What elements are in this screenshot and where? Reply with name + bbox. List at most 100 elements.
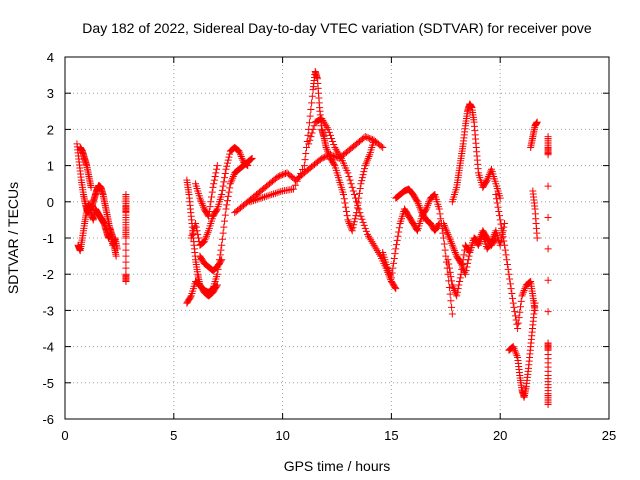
series-arc-b [74,200,121,255]
data-point [328,134,336,142]
data-point [359,171,367,179]
data-point [266,191,274,199]
data-point [373,247,381,255]
data-point [357,180,365,188]
data-point [458,265,466,273]
series-arc-t [527,118,541,151]
data-point [391,283,399,291]
data-point [504,265,512,273]
data-point [122,264,130,272]
data-point [259,194,267,202]
data-point [202,234,210,242]
data-points [73,67,552,409]
data-point [451,248,459,256]
data-point [387,274,395,282]
data-point [307,105,315,113]
data-point [122,252,130,260]
data-point [544,151,552,159]
data-point [445,260,453,268]
data-point [235,147,243,155]
data-point [213,281,221,289]
y-tick-label: -1 [42,231,54,246]
data-point [452,250,460,258]
data-point [443,229,451,237]
data-point [447,297,455,305]
data-point [416,203,424,211]
data-point [363,158,371,166]
data-point [448,277,456,285]
data-point [361,162,369,170]
data-point [305,140,313,148]
data-point [303,144,311,151]
data-point [186,293,194,301]
data-point [413,197,421,205]
data-point [319,116,327,124]
data-point [223,162,231,170]
data-point [322,144,330,151]
data-point [325,151,333,159]
data-point [318,154,326,162]
data-point [365,232,373,240]
data-point [310,122,318,130]
series-arc-n [392,185,443,235]
data-point [508,290,516,298]
data-point [459,265,467,273]
data-point [197,196,205,204]
data-point [306,136,314,144]
data-point [324,149,332,157]
data-point [476,234,484,242]
data-point [379,144,387,151]
data-point [363,133,371,141]
data-point [533,234,541,242]
data-point [122,240,130,248]
data-point [353,198,361,206]
data-point [211,172,219,180]
y-tick-label: 2 [47,122,54,137]
data-point [496,216,504,224]
data-point [229,174,237,182]
data-point [306,112,314,120]
data-point [368,238,376,246]
data-point [348,227,356,235]
data-point [204,211,212,219]
data-point [365,153,373,161]
data-point [345,220,353,228]
data-point [255,195,263,203]
data-point [370,136,378,144]
data-point [329,137,337,145]
data-point [361,224,369,232]
data-point [447,238,455,246]
data-point [510,303,518,311]
data-point [295,173,303,181]
data-point [223,159,231,167]
data-point [475,236,483,244]
data-point [425,198,433,206]
data-point [494,203,502,211]
data-point [277,188,285,196]
data-point [544,276,552,284]
data-point [501,220,509,228]
data-point [349,224,357,232]
data-point [462,267,470,275]
data-point [218,191,226,199]
data-point [446,236,454,244]
data-point [356,185,364,193]
data-point [499,233,507,241]
data-point [392,285,400,293]
data-point [506,275,514,283]
x-tick-label: 20 [493,428,507,443]
data-point [448,281,456,289]
data-point [355,189,363,197]
data-point [112,252,120,260]
x-axis-label: GPS time / hours [284,458,391,474]
data-point [236,149,244,157]
data-point [208,193,216,201]
y-axis-label: SDTVAR / TECUs [5,182,21,294]
data-point [299,166,307,174]
data-point [349,187,357,195]
data-point [443,227,451,235]
data-point [330,140,338,148]
data-point [460,251,468,259]
data-point [336,153,344,161]
data-point [514,319,522,327]
